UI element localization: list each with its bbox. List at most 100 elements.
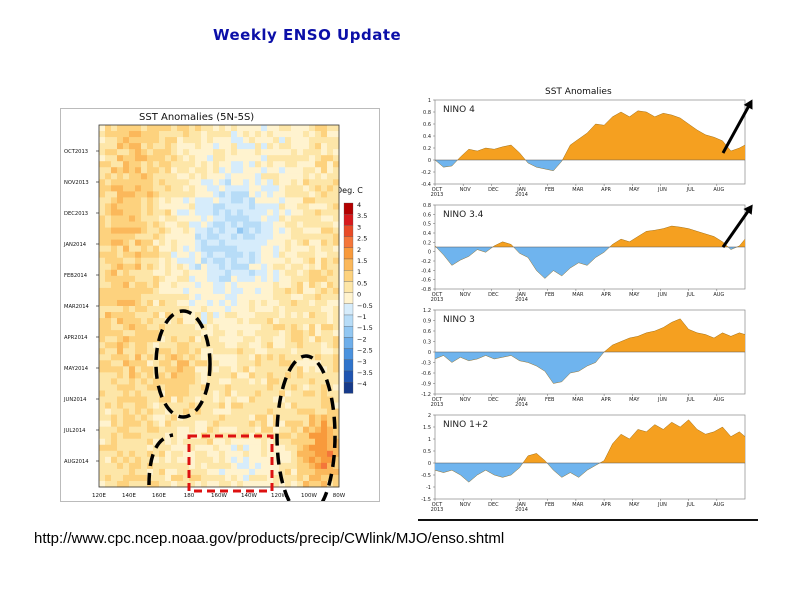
heatmap-cell xyxy=(213,474,220,482)
heatmap-cell xyxy=(165,468,172,476)
heatmap-cell xyxy=(99,366,106,373)
heatmap-cell xyxy=(195,414,202,422)
heatmap-cell xyxy=(177,299,184,307)
heatmap-cell xyxy=(171,263,178,271)
heatmap-cell xyxy=(279,167,286,174)
heatmap-cell xyxy=(141,251,148,259)
heatmap-cell xyxy=(243,227,250,234)
heatmap-cell xyxy=(243,354,250,361)
heatmap-cell xyxy=(279,173,286,180)
heatmap-cell xyxy=(171,137,178,144)
source-url[interactable]: http://www.cpc.ncep.noaa.gov/products/pr… xyxy=(34,530,505,547)
heatmap-cell xyxy=(129,251,136,259)
heatmap-cell xyxy=(207,444,214,452)
heatmap-cell xyxy=(135,366,142,373)
heatmap-cell xyxy=(327,287,334,295)
y-tick-label: -1 xyxy=(426,485,431,491)
heatmap-cell xyxy=(207,287,214,295)
heatmap-cell xyxy=(273,456,280,464)
heatmap-cell xyxy=(177,456,184,464)
heatmap-cell xyxy=(189,420,196,428)
heatmap-cell xyxy=(141,360,148,367)
heatmap-cell xyxy=(135,312,142,319)
heatmap-cell xyxy=(255,444,262,452)
heatmap-cell xyxy=(201,227,208,234)
heatmap-cell xyxy=(225,161,232,168)
heatmap-cell xyxy=(141,366,148,373)
heatmap-cell xyxy=(141,179,148,186)
heatmap-cell xyxy=(201,330,208,337)
heatmap-cell xyxy=(243,378,250,385)
heatmap-cell xyxy=(159,137,166,144)
heatmap-cell xyxy=(219,456,226,464)
heatmap-cell xyxy=(105,293,112,301)
heatmap-cell xyxy=(207,209,214,216)
heatmap-cell xyxy=(201,245,208,253)
heatmap-cell xyxy=(117,390,124,397)
heatmap-cell xyxy=(207,239,214,247)
heatmap-cell xyxy=(243,360,250,367)
heatmap-cell xyxy=(189,474,196,482)
heatmap-cell xyxy=(279,239,286,247)
heatmap-cell xyxy=(213,215,220,222)
heatmap-cell xyxy=(117,221,124,228)
heatmap-cell xyxy=(177,173,184,180)
heatmap-cell xyxy=(159,318,166,325)
series-line xyxy=(434,318,746,384)
heatmap-cell xyxy=(279,324,286,331)
heatmap-cell xyxy=(219,438,226,446)
heatmap-cell xyxy=(99,306,106,313)
heatmap-cell xyxy=(255,167,262,174)
heatmap-cell xyxy=(273,348,280,355)
heatmap-cell xyxy=(213,245,220,253)
heatmap-cell xyxy=(267,456,274,464)
series-area-positive xyxy=(435,110,745,160)
heatmap-cell xyxy=(321,281,328,289)
heatmap-cell xyxy=(231,414,238,422)
heatmap-cell xyxy=(315,342,322,349)
heatmap-cell xyxy=(159,185,166,192)
heatmap-cell xyxy=(273,245,280,253)
y-tick-label: 0.4 xyxy=(423,134,431,140)
heatmap-cell xyxy=(243,155,250,162)
heatmap-cell xyxy=(285,125,292,132)
heatmap-cell xyxy=(261,324,268,331)
heatmap-cell xyxy=(243,372,250,379)
heatmap-cell xyxy=(105,426,112,434)
heatmap-cell xyxy=(231,462,238,470)
heatmap-cell xyxy=(153,143,160,150)
heatmap-cell xyxy=(159,408,166,415)
heatmap-cell xyxy=(243,342,250,349)
heatmap-cell xyxy=(291,324,298,331)
heatmap-cell xyxy=(261,179,268,186)
heatmap-cell xyxy=(171,209,178,216)
nino-panel: SST Anomalies 1 0.8 0.6 0.4 0.2 0 -0.2 -0.4 NINO… xyxy=(405,78,755,520)
heatmap-cell xyxy=(291,336,298,343)
heatmap-cell xyxy=(327,167,334,174)
heatmap-cell xyxy=(309,137,316,144)
heatmap-cell xyxy=(129,173,136,180)
heatmap-cell xyxy=(315,354,322,361)
heatmap-cell xyxy=(183,312,190,319)
heatmap-cell xyxy=(141,408,148,415)
heatmap-cell xyxy=(153,312,160,319)
heatmap-cell xyxy=(333,221,340,228)
heatmap-cell xyxy=(291,408,298,415)
heatmap-cell xyxy=(255,336,262,343)
heatmap-cell xyxy=(243,143,250,150)
heatmap-cell xyxy=(333,179,340,186)
heatmap-cell xyxy=(165,197,172,204)
x-tick-month: APR xyxy=(601,397,611,403)
heatmap-cell xyxy=(219,191,226,198)
heatmap-cell xyxy=(99,396,106,403)
heatmap-cell xyxy=(177,275,184,283)
heatmap-cell xyxy=(255,263,262,271)
heatmap-cell xyxy=(189,263,196,271)
heatmap-cell xyxy=(99,420,106,428)
heatmap-cell xyxy=(249,378,256,385)
heatmap-cell xyxy=(297,251,304,259)
heatmap-cell xyxy=(219,287,226,295)
heatmap-cell xyxy=(285,480,292,488)
heatmap-cell xyxy=(189,402,196,409)
